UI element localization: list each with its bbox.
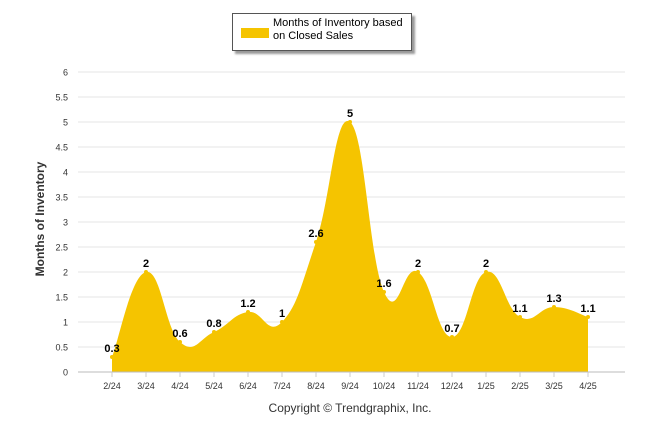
x-tick-label: 8/24 (307, 381, 325, 391)
data-point (484, 270, 488, 274)
y-tick-label: 3.5 (55, 193, 68, 203)
x-tick-label: 2/25 (511, 381, 529, 391)
copyright-text: Copyright © Trendgraphix, Inc. (268, 401, 432, 415)
data-label: 0.6 (172, 328, 187, 340)
x-tick-label: 9/24 (341, 381, 359, 391)
data-label: 1 (279, 308, 285, 320)
data-label: 2 (483, 258, 489, 270)
y-tick-label: 0.5 (55, 343, 68, 353)
data-label: 0.7 (444, 323, 459, 335)
data-label: 5 (347, 108, 353, 120)
data-label: 1.6 (376, 278, 391, 290)
x-tick-label: 4/25 (579, 381, 597, 391)
data-label: 0.8 (206, 318, 221, 330)
data-point (246, 310, 250, 314)
data-label: 1.3 (546, 293, 561, 305)
x-tick-label: 6/24 (239, 381, 257, 391)
y-tick-label: 1 (63, 318, 68, 328)
axes: 0 0.5 1 1.5 2 2.5 3 3.5 4 4.5 5 5.5 6 2/24 3/24 4/24 5/2… (55, 68, 625, 391)
data-labels: 0.3 2 0.6 0.8 1.2 1 2.6 5 1.6 2 0.7 2 1.1 1.3 1.1 (104, 108, 596, 359)
data-point (552, 305, 556, 309)
data-point (280, 320, 284, 324)
x-tick-label: 1/25 (477, 381, 495, 391)
y-tick-label: 0 (63, 368, 68, 378)
data-label: 2 (143, 258, 149, 270)
x-tick-label: 5/24 (205, 381, 223, 391)
data-point (586, 315, 590, 319)
y-tick-label: 1.5 (55, 293, 68, 303)
x-tick-label: 4/24 (171, 381, 189, 391)
y-tick-label: 2.5 (55, 243, 68, 253)
data-label: 2.6 (308, 228, 323, 240)
legend-label: Months of Inventory based on Closed Sale… (273, 17, 403, 42)
legend-swatch (241, 28, 269, 38)
data-label: 0.3 (104, 343, 119, 355)
data-point (348, 120, 352, 124)
area-fill (112, 121, 588, 372)
x-tick-label: 2/24 (103, 381, 121, 391)
data-point (518, 315, 522, 319)
y-tick-label: 4.5 (55, 143, 68, 153)
x-tick-label: 10/24 (373, 381, 396, 391)
data-point (382, 290, 386, 294)
data-point (450, 335, 454, 339)
x-tick-label: 7/24 (273, 381, 291, 391)
data-point (144, 270, 148, 274)
y-tick-label: 2 (63, 268, 68, 278)
y-tick-label: 4 (63, 168, 68, 178)
data-label: 1.2 (240, 298, 255, 310)
x-tick-label: 3/24 (137, 381, 155, 391)
y-tick-label: 6 (63, 68, 68, 78)
data-point (416, 270, 420, 274)
data-point (212, 330, 216, 334)
legend: Months of Inventory based on Closed Sale… (232, 13, 412, 51)
x-tick-label: 11/24 (407, 381, 429, 391)
data-point (110, 355, 114, 359)
data-label: 1.1 (512, 303, 527, 315)
y-tick-label: 5 (63, 118, 68, 128)
data-point (178, 340, 182, 344)
y-tick-label: 3 (63, 218, 68, 228)
data-point (314, 240, 318, 244)
y-tick-label: 5.5 (55, 93, 68, 103)
data-label: 2 (415, 258, 421, 270)
data-label: 1.1 (580, 303, 595, 315)
x-tick-label: 12/24 (441, 381, 464, 391)
area-series (112, 121, 588, 372)
x-tick-label: 3/25 (545, 381, 563, 391)
